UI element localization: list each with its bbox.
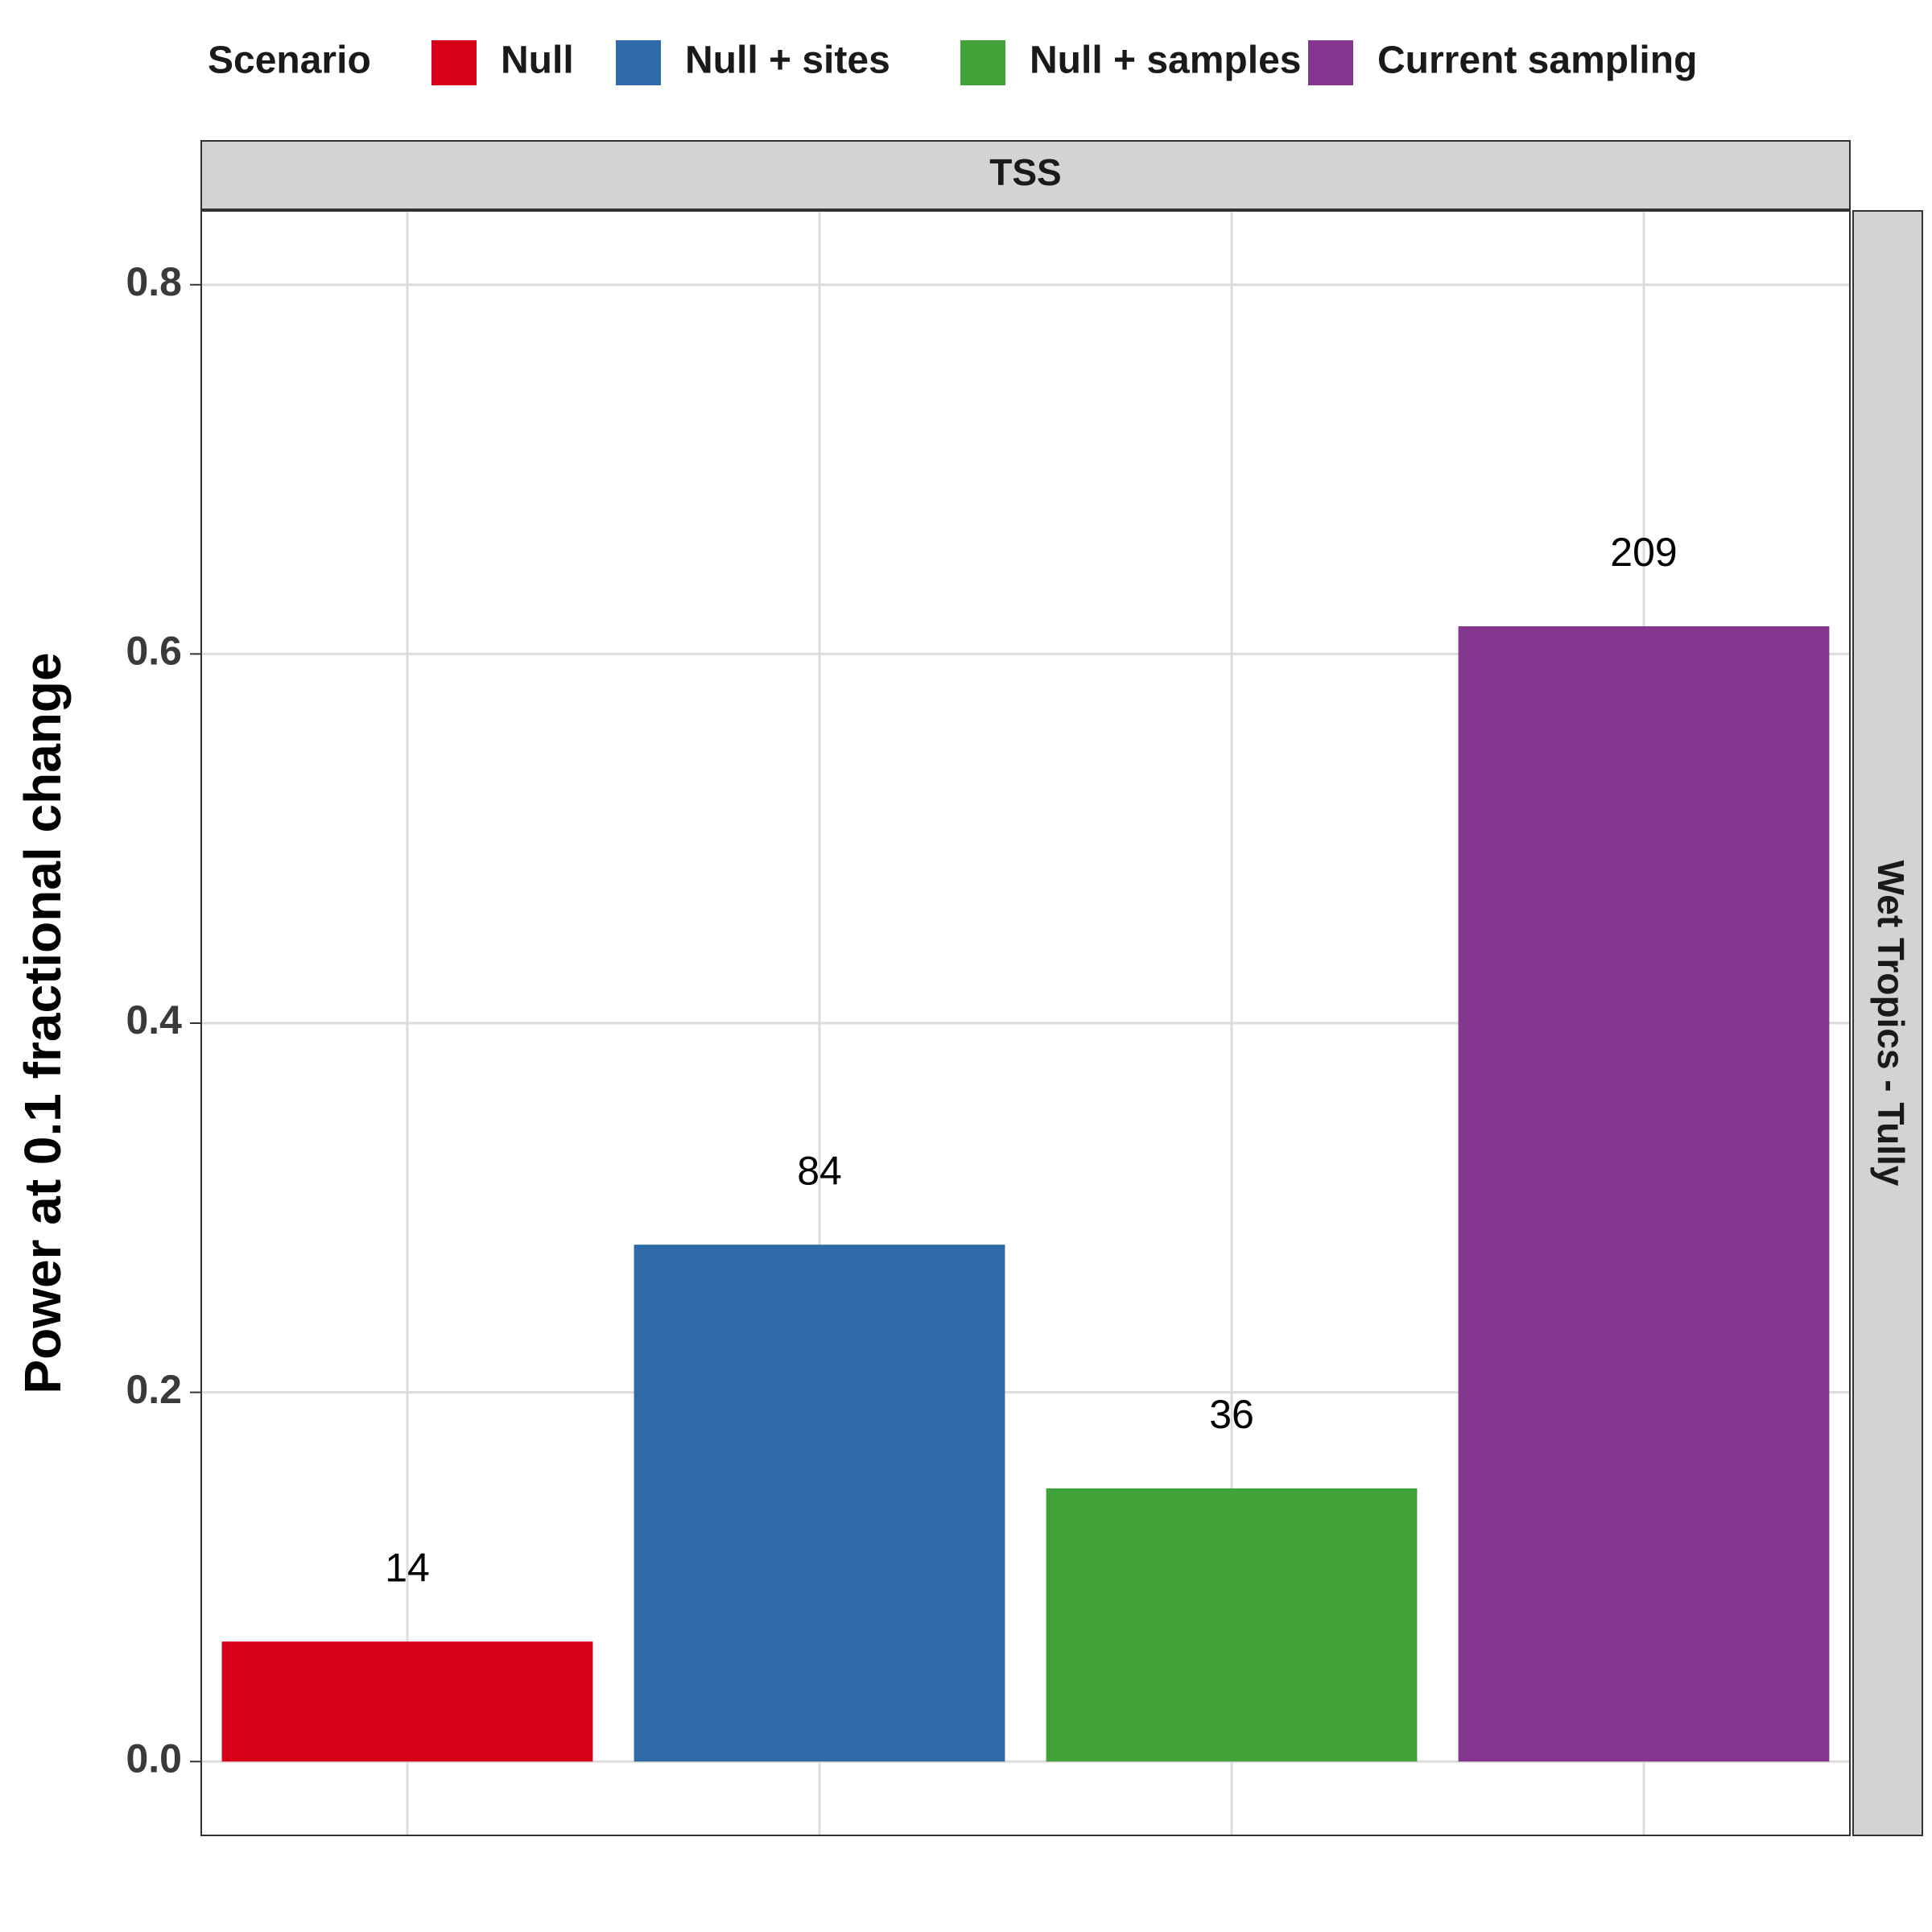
y-tick-label: 0.0 <box>126 1736 182 1781</box>
facet-strip-right <box>1852 210 1923 1836</box>
legend-label: Null + sites <box>685 39 890 82</box>
y-axis-label: Power at 0.1 fractional change <box>14 652 72 1393</box>
legend-label: Null <box>501 39 574 82</box>
bar-label: 14 <box>385 1545 430 1590</box>
bar-label: 209 <box>1610 530 1677 575</box>
bar-4 <box>1458 625 1830 1762</box>
bar-label: 84 <box>797 1148 842 1193</box>
legend: Scenario Null Null + sites Null + samples C… <box>208 39 1697 85</box>
legend-swatch <box>616 40 661 85</box>
y-axis: 0.0 0.2 0.4 0.6 0.8 <box>126 259 201 1781</box>
legend-swatch <box>1308 40 1353 85</box>
legend-swatch <box>960 40 1005 85</box>
facet-label-top: TSS <box>989 151 1061 193</box>
legend-label: Null + samples <box>1030 39 1301 82</box>
facet-label-right: Wet Tropics - Tully <box>1870 861 1912 1187</box>
bar-1 <box>221 1641 593 1762</box>
bars <box>221 625 1830 1762</box>
bar-3 <box>1046 1488 1418 1762</box>
y-tick-label: 0.4 <box>126 997 182 1042</box>
y-tick-label: 0.2 <box>126 1367 182 1412</box>
facet-strip-top <box>200 140 1851 210</box>
y-tick-label: 0.8 <box>126 259 182 304</box>
legend-title: Scenario <box>208 39 371 82</box>
legend-swatch <box>431 40 477 85</box>
y-tick-label: 0.6 <box>126 629 182 674</box>
bar-label: 36 <box>1209 1392 1254 1437</box>
bar-2 <box>634 1245 1005 1762</box>
legend-label: Current sampling <box>1377 39 1697 82</box>
bar-labels: 14 84 36 209 <box>385 530 1678 1590</box>
